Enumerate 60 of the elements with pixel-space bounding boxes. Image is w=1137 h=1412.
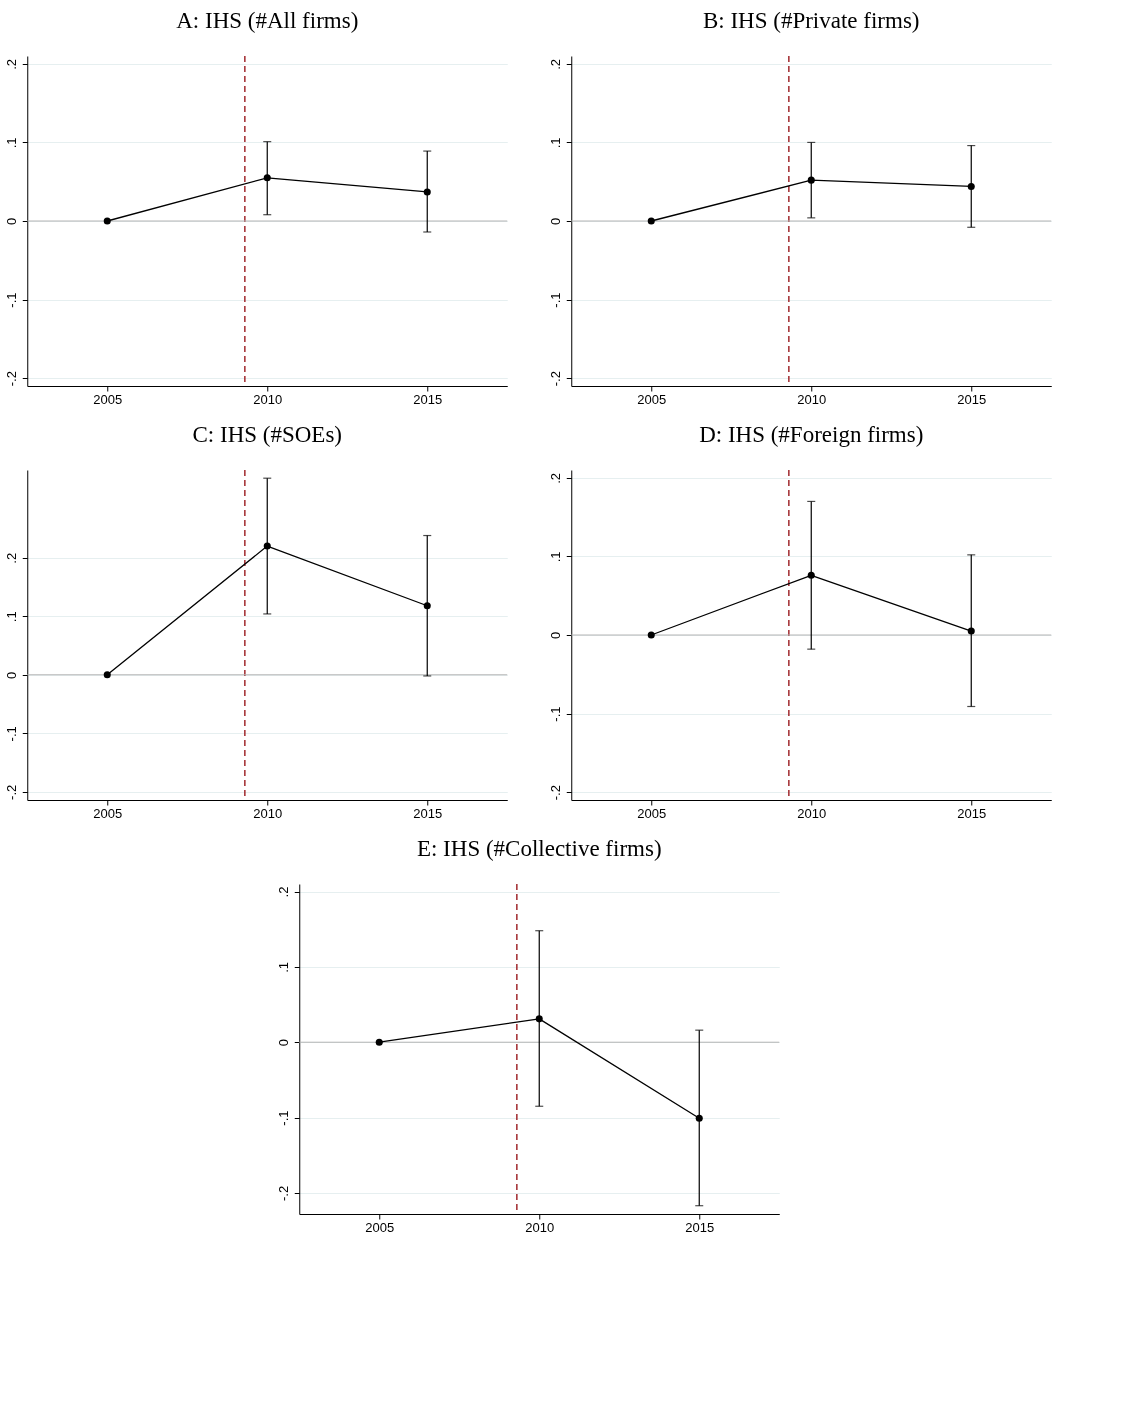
x-tick-label: 2010 [797,805,827,821]
y-tick-label: .1 [3,611,19,623]
point [807,571,815,579]
x-tick-label: 2010 [253,805,283,821]
y-tick-label: 0 [547,217,563,226]
x-tick-label: 2005 [637,805,667,821]
point [967,182,975,190]
y-tick-label: -.2 [3,371,19,387]
point [535,1015,543,1023]
point [695,1114,703,1122]
y-tick-label: .1 [547,551,563,563]
chart-title: A: IHS (#All firms) [176,8,359,34]
chart-title: D: IHS (#Foreign firms) [699,422,924,448]
y-tick-label: -.2 [547,785,563,801]
y-tick-label: 0 [3,671,19,679]
y-tick-label: -.2 [275,1185,291,1201]
chart-title: C: IHS (#SOEs) [192,422,343,448]
y-tick-label: 0 [547,631,563,640]
x-tick-label: 2010 [797,391,827,407]
point [423,188,431,196]
y-tick-label: .2 [3,552,19,564]
point [263,542,271,550]
point [103,217,111,225]
point [647,631,655,639]
y-tick-label: -.1 [3,726,19,742]
y-tick-label: -.1 [547,706,563,722]
point [375,1038,383,1046]
point [423,602,431,610]
y-tick-label: -.1 [547,292,563,308]
x-tick-label: 2005 [637,391,667,407]
y-tick-label: 0 [3,217,19,226]
point [647,217,655,225]
point [263,174,271,182]
y-tick-label: .1 [547,137,563,149]
chart-title: B: IHS (#Private firms) [702,8,920,34]
point [967,627,975,635]
point [103,671,111,679]
y-tick-label: .2 [275,886,291,898]
x-tick-label: 2015 [413,805,443,821]
x-tick-label: 2005 [365,1219,395,1235]
y-tick-label: .2 [547,58,563,70]
x-tick-label: 2005 [93,391,123,407]
y-tick-label: .1 [3,137,19,149]
point [807,176,815,184]
y-tick-label: -.1 [275,1110,291,1126]
x-tick-label: 2010 [525,1219,555,1235]
x-tick-label: 2015 [413,391,443,407]
y-tick-label: .2 [547,472,563,484]
y-tick-label: .2 [3,58,19,70]
x-tick-label: 2005 [93,805,123,821]
x-tick-label: 2015 [685,1219,715,1235]
x-tick-label: 2015 [957,391,987,407]
y-tick-label: -.1 [3,292,19,308]
y-tick-label: -.2 [3,784,19,800]
y-tick-label: -.2 [547,371,563,387]
x-tick-label: 2010 [253,391,283,407]
y-tick-label: .1 [275,961,291,973]
x-tick-label: 2015 [957,805,987,821]
chart-title: E: IHS (#Collective firms) [416,836,662,862]
y-tick-label: 0 [275,1039,291,1047]
